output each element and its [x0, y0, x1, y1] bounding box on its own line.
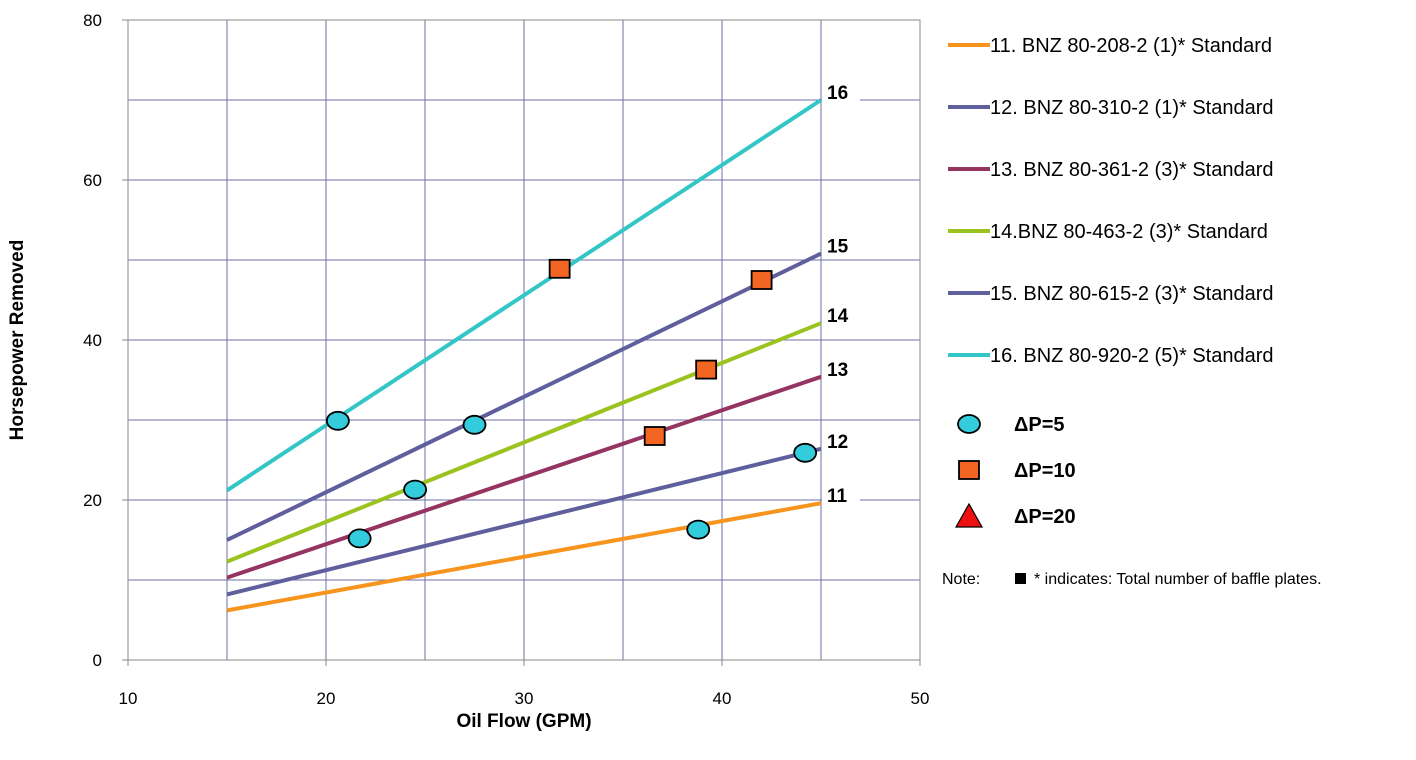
- series-line-labels: 11 12 13 14 15 16: [822, 78, 860, 508]
- series-line-14: [226, 321, 822, 564]
- legend-entry-label: 14.BNZ 80-463-2 (3)* Standard: [990, 221, 1268, 243]
- y-tick-label: 40: [83, 331, 102, 350]
- note: Note: * indicates: Total number of baffl…: [942, 571, 1322, 588]
- note-text: * indicates: Total number of baffle plat…: [1034, 571, 1322, 588]
- series-end-label-11: 11: [827, 486, 848, 507]
- y-tick-label: 0: [93, 651, 102, 670]
- legend-entry-label: 12. BNZ 80-310-2 (1)* Standard: [990, 97, 1274, 119]
- series-line-16: [225, 98, 823, 493]
- data-markers: [325, 258, 818, 549]
- marker-square: [548, 258, 571, 279]
- legend-marker-square: [958, 460, 980, 480]
- marker-square: [643, 426, 666, 446]
- note-bullet-square: [1015, 573, 1026, 584]
- series-end-label-14: 14: [827, 306, 849, 327]
- series-line-12: [226, 446, 822, 597]
- legend-marker-label: ΔP=20: [1014, 506, 1076, 528]
- series-end-label-12: 12: [827, 432, 848, 453]
- marker-circle: [793, 442, 818, 463]
- series-lines: [225, 98, 823, 613]
- marker-circle: [403, 479, 428, 500]
- legend-marker-circle: [957, 414, 981, 434]
- marker-square: [750, 270, 773, 290]
- grid: [128, 20, 920, 660]
- series-label-bg: [822, 354, 860, 381]
- series-end-label-16: 16: [827, 83, 848, 104]
- legend-marker-label: ΔP=10: [1014, 460, 1076, 482]
- y-axis-title: Horsepower Removed: [7, 240, 28, 441]
- x-axis-title: Oil Flow (GPM): [456, 711, 591, 732]
- x-tick-label: 40: [713, 689, 732, 708]
- legend-marker-triangle: [954, 502, 984, 528]
- y-tick-label: 20: [83, 491, 102, 510]
- series-label-bg: [822, 481, 860, 508]
- marker-circle: [686, 519, 711, 540]
- marker-circle: [462, 414, 487, 435]
- series-label-bg: [822, 426, 860, 453]
- marker-square: [695, 359, 718, 380]
- series-label-bg: [822, 78, 860, 104]
- series-line-11: [226, 501, 822, 613]
- x-tick-label: 50: [911, 689, 930, 708]
- note-prefix: Note:: [942, 571, 980, 588]
- legend-entry-label: 15. BNZ 80-615-2 (3)* Standard: [990, 283, 1274, 305]
- y-tick-label: 80: [83, 11, 102, 30]
- x-tick-label: 30: [515, 689, 534, 708]
- y-tick-label: 60: [83, 171, 102, 190]
- legend: 11. BNZ 80-208-2 (1)* Standard 12. BNZ 80…: [948, 35, 1274, 528]
- marker-circle: [325, 410, 350, 431]
- series-line-13: [226, 374, 822, 580]
- legend-entry-label: 13. BNZ 80-361-2 (3)* Standard: [990, 159, 1274, 181]
- legend-marker-label: ΔP=5: [1014, 414, 1065, 436]
- marker-circle: [347, 528, 372, 549]
- legend-entry-label: 11. BNZ 80-208-2 (1)* Standard: [990, 35, 1272, 57]
- series-label-bg: [822, 231, 860, 258]
- series-label-bg: [822, 301, 860, 328]
- axes: 10 20 30 40 50 0 20 40 60 80: [83, 11, 929, 708]
- series-end-label-13: 13: [827, 360, 848, 381]
- series-line-15: [226, 251, 822, 542]
- series-end-label-15: 15: [827, 237, 849, 258]
- legend-entry-label: 16. BNZ 80-920-2 (5)* Standard: [990, 345, 1274, 367]
- x-tick-label: 20: [317, 689, 336, 708]
- x-tick-label: 10: [119, 689, 138, 708]
